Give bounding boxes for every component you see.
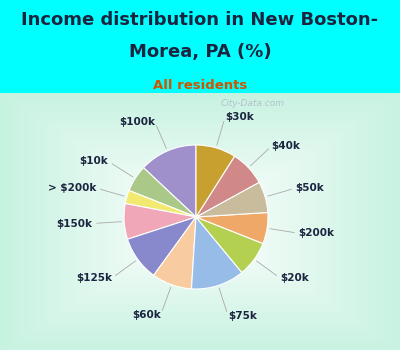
Text: $40k: $40k (272, 141, 300, 151)
Text: $60k: $60k (132, 309, 161, 320)
Text: $50k: $50k (296, 183, 324, 193)
Wedge shape (125, 190, 196, 217)
Text: All residents: All residents (153, 79, 247, 92)
Text: $10k: $10k (80, 156, 108, 167)
Text: $75k: $75k (228, 310, 257, 321)
Wedge shape (196, 156, 259, 217)
Text: City-Data.com: City-Data.com (220, 99, 284, 108)
Wedge shape (129, 168, 196, 217)
Wedge shape (196, 212, 268, 244)
Text: $20k: $20k (280, 273, 309, 283)
Wedge shape (196, 145, 234, 217)
Wedge shape (154, 217, 196, 289)
Text: $125k: $125k (76, 273, 112, 283)
Wedge shape (128, 217, 196, 275)
Text: > $200k: > $200k (48, 183, 96, 193)
Wedge shape (196, 182, 268, 217)
Text: $150k: $150k (56, 218, 92, 229)
Text: $200k: $200k (298, 228, 334, 238)
Wedge shape (192, 217, 242, 289)
Wedge shape (124, 203, 196, 239)
Wedge shape (196, 217, 263, 273)
Text: $30k: $30k (225, 112, 254, 122)
Text: $100k: $100k (119, 117, 155, 127)
Wedge shape (144, 145, 196, 217)
Text: Income distribution in New Boston-: Income distribution in New Boston- (22, 12, 378, 29)
Text: Morea, PA (%): Morea, PA (%) (129, 43, 271, 61)
